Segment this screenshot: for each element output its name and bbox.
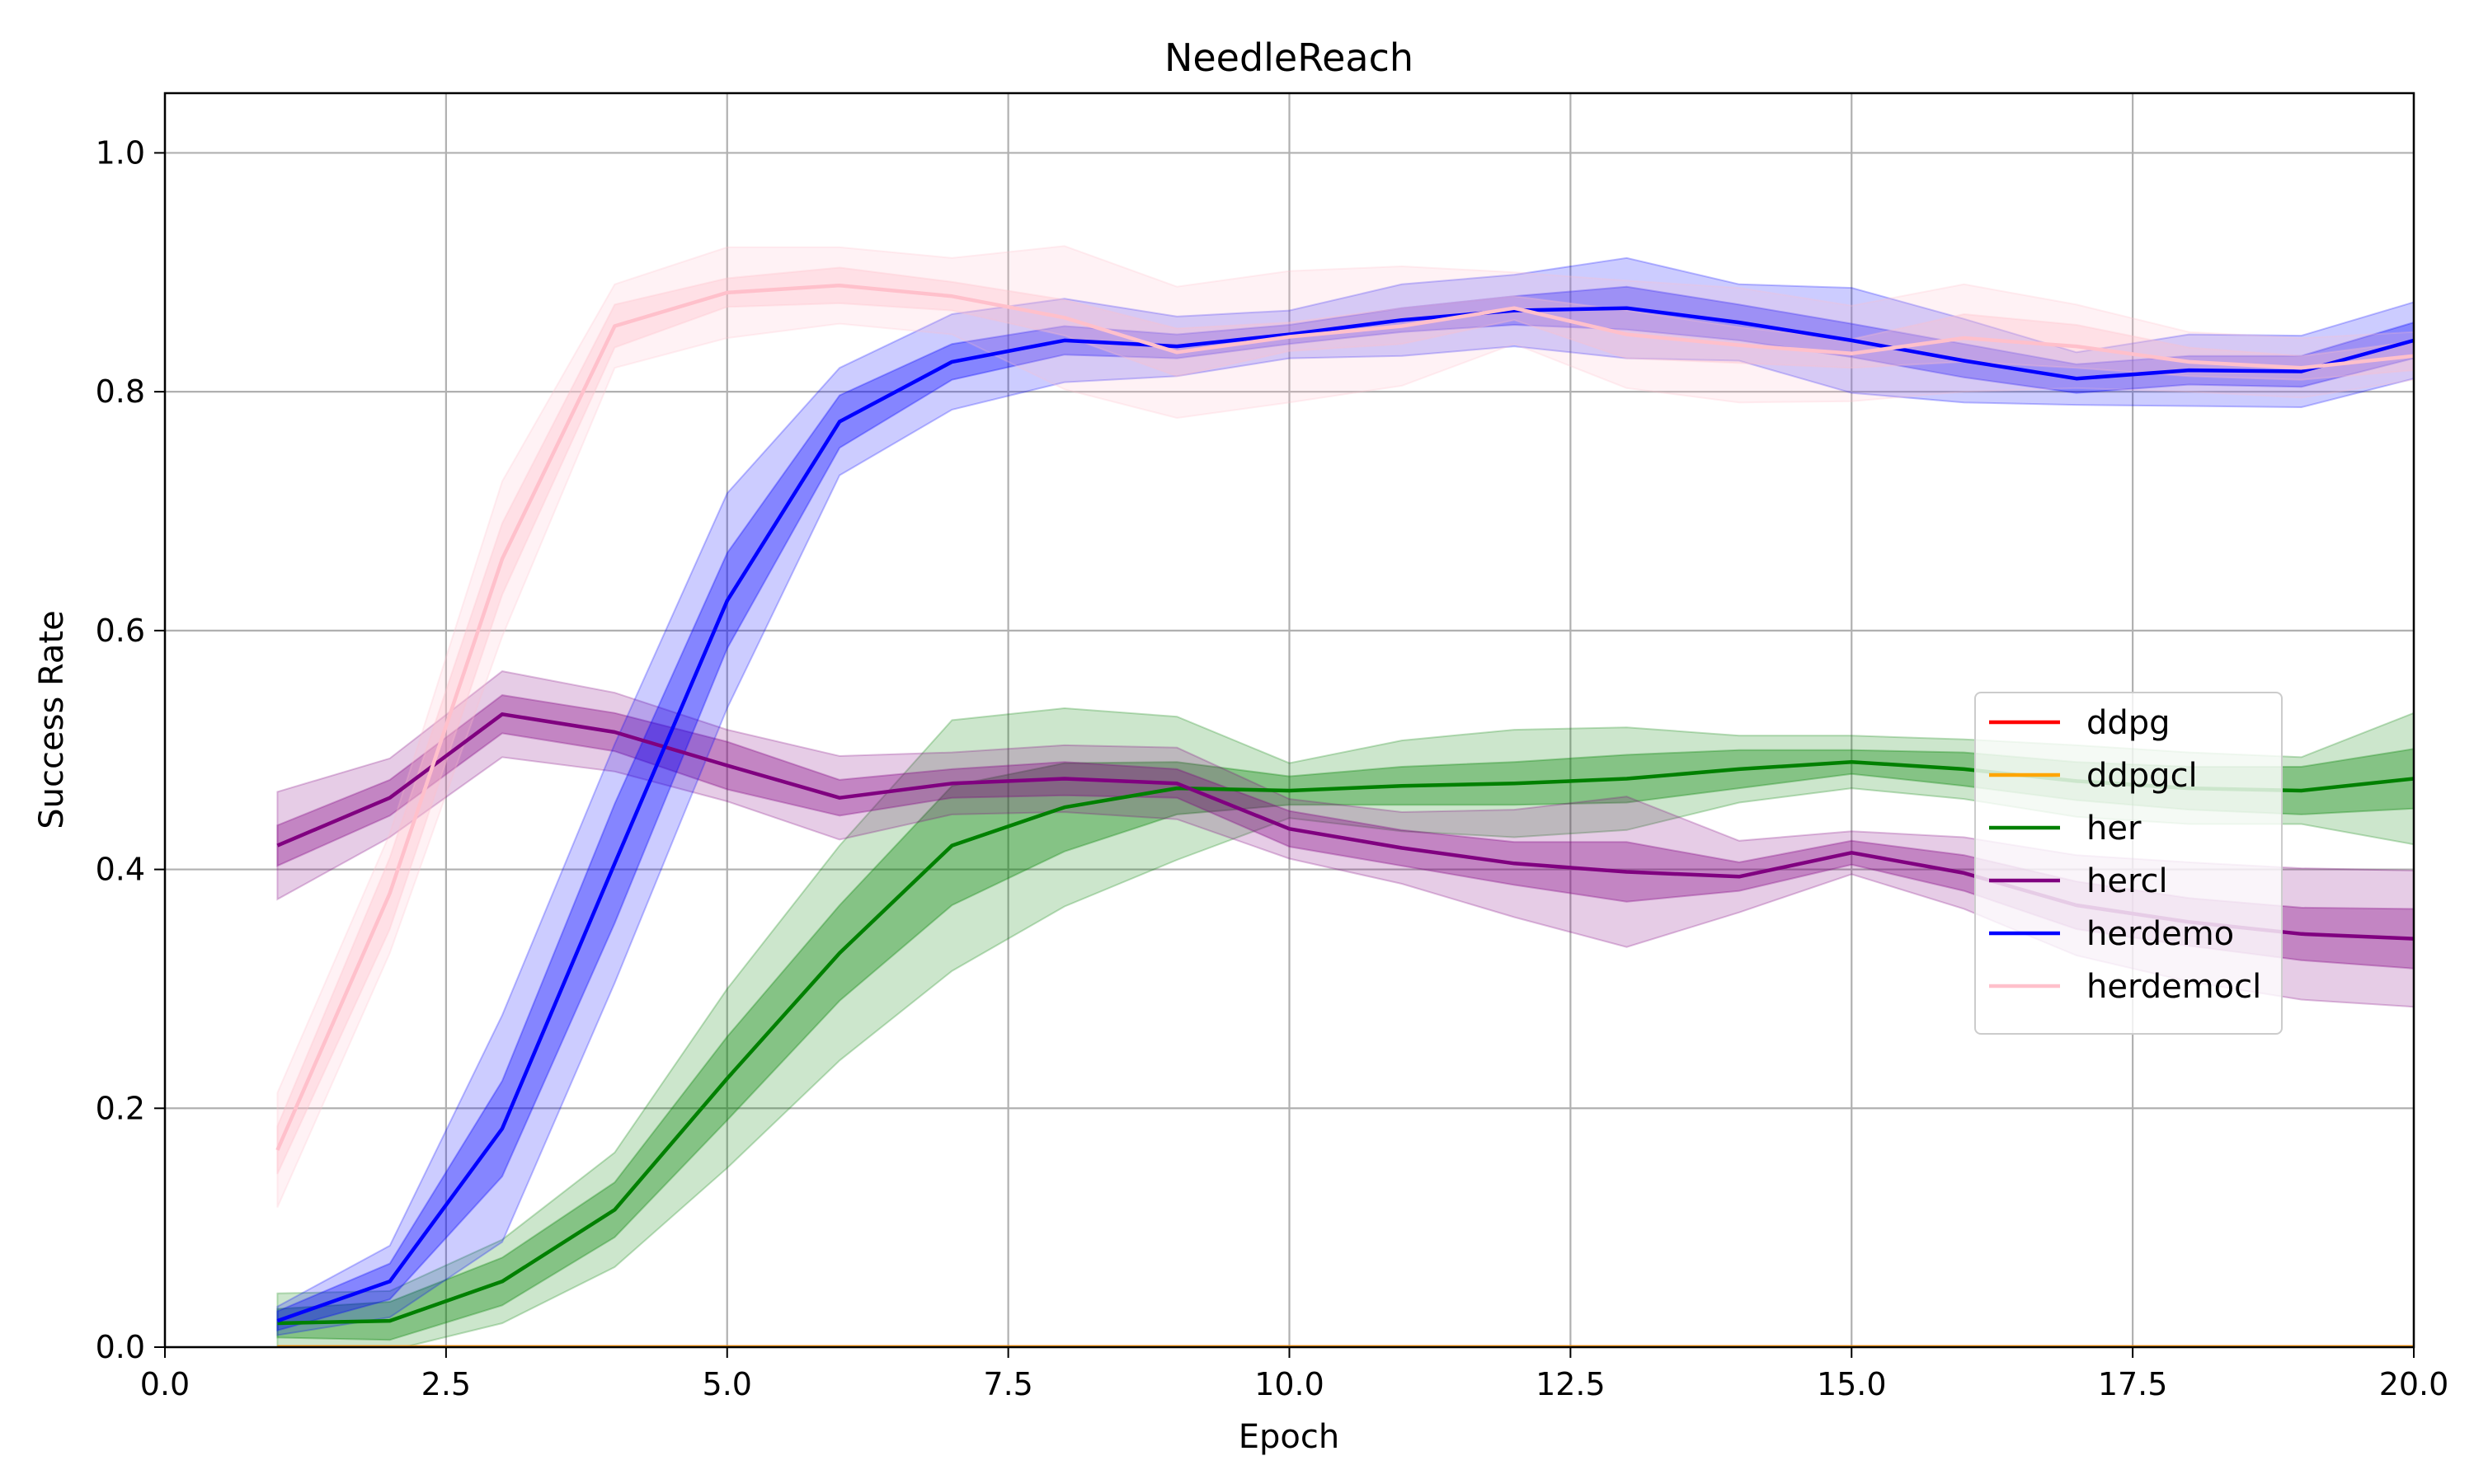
herdemo-line — [276, 306, 2414, 1323]
legend-label-herdemocl: herdemocl — [2086, 968, 2261, 1006]
herdemo-inner-band — [276, 285, 2414, 1332]
legend-box — [1974, 692, 2283, 1035]
x-tick-label: 20.0 — [2379, 1366, 2449, 1402]
legend-label-ddpg: ddpg — [2086, 704, 2171, 742]
legend-label-hercl: hercl — [2086, 862, 2168, 900]
legend: ddpg ddpgcl her hercl herdemo herdemocl — [1974, 692, 2283, 1035]
y-tick-label: 0.2 — [96, 1090, 145, 1126]
legend-label-her: her — [2086, 810, 2142, 848]
herdemocl-line — [275, 283, 2414, 1151]
legend-label-herdemo: herdemo — [2086, 915, 2234, 953]
y-axis-label: Success Rate — [33, 610, 71, 829]
chart-title: NeedleReach — [1164, 35, 1413, 80]
y-tick-label: 0.8 — [96, 373, 145, 410]
x-tick-label: 15.0 — [1817, 1366, 1887, 1402]
x-tick-label: 12.5 — [1536, 1366, 1606, 1402]
x-axis-label: Epoch — [1239, 1418, 1339, 1456]
y-tick-label: 0.0 — [96, 1329, 145, 1365]
x-tick-label: 2.5 — [421, 1366, 471, 1402]
x-tick-label: 0.0 — [140, 1366, 190, 1402]
x-tick-label: 7.5 — [983, 1366, 1032, 1402]
hercl-inner-band — [276, 694, 2414, 970]
herdemocl-outer-band — [276, 245, 2414, 1208]
x-tick-label: 10.0 — [1254, 1366, 1324, 1402]
y-tick-label: 1.0 — [96, 134, 145, 171]
y-tick-label: 0.4 — [96, 852, 145, 888]
x-tick-label: 5.0 — [703, 1366, 752, 1402]
herdemocl-inner-band — [276, 266, 2414, 1175]
y-tick-label: 0.6 — [96, 613, 145, 649]
axis-ticks: 0.0 2.5 5.0 7.5 10.0 12.5 15.0 17.5 20.0 0.0 0.2 0.… — [96, 134, 2449, 1402]
legend-label-ddpgcl: ddpgcl — [2086, 757, 2198, 795]
herdemo-outer-band — [276, 256, 2414, 1336]
x-tick-label: 17.5 — [2098, 1366, 2168, 1402]
